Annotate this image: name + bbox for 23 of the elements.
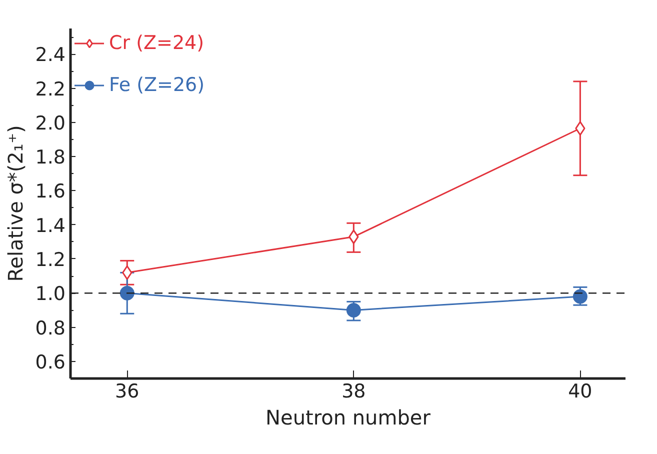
y-axis-title: Relative σ*(2₁⁺) xyxy=(3,125,28,282)
x-tick-label: 40 xyxy=(568,380,592,402)
point xyxy=(348,230,359,244)
y-tick-label: 2.0 xyxy=(35,112,66,134)
y-tick-label: 1.8 xyxy=(35,146,66,169)
y-tick-label: 2.2 xyxy=(35,78,66,100)
y-tick-label: 0.6 xyxy=(35,351,66,374)
y-tick-label: 1.6 xyxy=(35,180,66,203)
y-tick-label: 1.0 xyxy=(35,283,66,306)
x-axis-title: Neutron number xyxy=(266,406,432,430)
point xyxy=(122,265,132,280)
y-tick-label: 1.2 xyxy=(35,248,66,271)
legend-label: Cr (Z=24) xyxy=(109,32,204,54)
x-tick-label: 38 xyxy=(342,380,366,402)
point xyxy=(575,121,586,136)
y-tick-label: 2.4 xyxy=(35,44,66,66)
point xyxy=(346,302,361,318)
legend-label: Fe (Z=26) xyxy=(109,74,205,96)
point xyxy=(120,286,134,300)
point xyxy=(572,289,588,304)
x-tick-label: 36 xyxy=(115,380,140,402)
y-tick-label: 1.4 xyxy=(35,214,66,237)
y-tick-label: 0.8 xyxy=(35,317,66,340)
